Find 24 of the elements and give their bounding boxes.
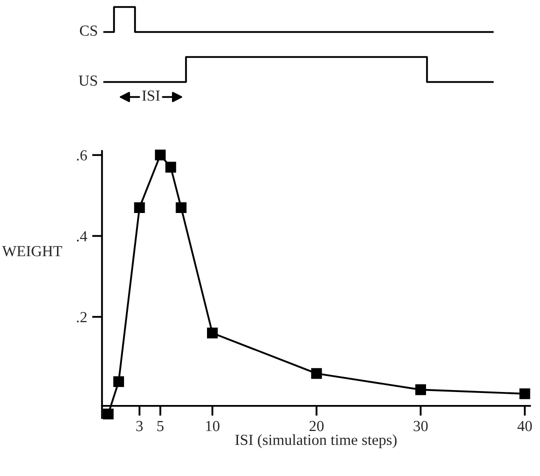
point [154, 150, 166, 160]
point [113, 376, 124, 387]
text: US [78, 76, 98, 86]
text: ISI [142, 90, 160, 101]
y-axis-title: WEIGHT [2, 246, 62, 256]
x-axis-title: ISI (simulation time steps) [235, 434, 397, 448]
point [519, 388, 530, 400]
point [415, 384, 426, 396]
x-tick-label: 3 [136, 420, 143, 432]
point [176, 202, 187, 214]
y-tick-label: .2 [76, 312, 87, 322]
point [207, 328, 218, 338]
point [311, 368, 322, 379]
x-tick-label: 30 [414, 420, 428, 432]
point [102, 408, 114, 420]
x-tick-label: 5 [157, 421, 164, 432]
point [165, 162, 176, 173]
x-tick-label: 20 [310, 420, 324, 432]
y-tick-label: .4 [76, 231, 88, 242]
point [134, 202, 145, 214]
text: CS [80, 26, 98, 36]
y-tick-label: .6 [76, 150, 87, 161]
x-tick-label: 40 [517, 420, 532, 432]
x-tick-label: 10 [206, 420, 220, 432]
